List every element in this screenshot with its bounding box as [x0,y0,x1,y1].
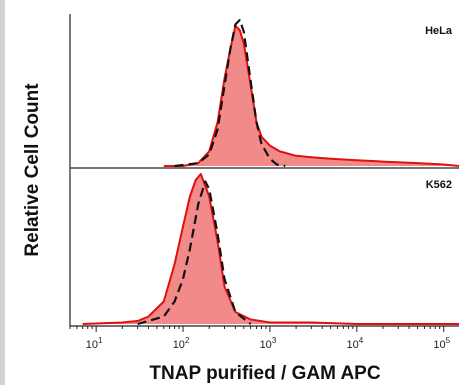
control-histogram-k562 [137,180,252,326]
x-tick-label: 105 [433,336,450,351]
x-axis-label: TNAP purified / GAM APC [149,363,380,384]
panel-hela: HeLa [70,18,459,169]
left-border [0,0,5,385]
histogram-fill-hela [163,25,459,166]
x-tick-label: 102 [173,336,190,351]
x-tick-label: 103 [260,336,277,351]
y-axis-label: Relative Cell Count [22,83,43,257]
x-tick-label: 104 [346,336,363,351]
panel-label-hela: HeLa [425,25,453,37]
panel-label-k562: K562 [426,179,452,191]
histogram-fill-k562 [82,174,459,324]
histogram-outline-hela [163,24,459,167]
histogram-outline-k562 [82,173,459,325]
x-tick-label: 101 [86,336,103,351]
control-histogram-hela [174,18,286,168]
panel-k562: K562 [70,173,459,327]
